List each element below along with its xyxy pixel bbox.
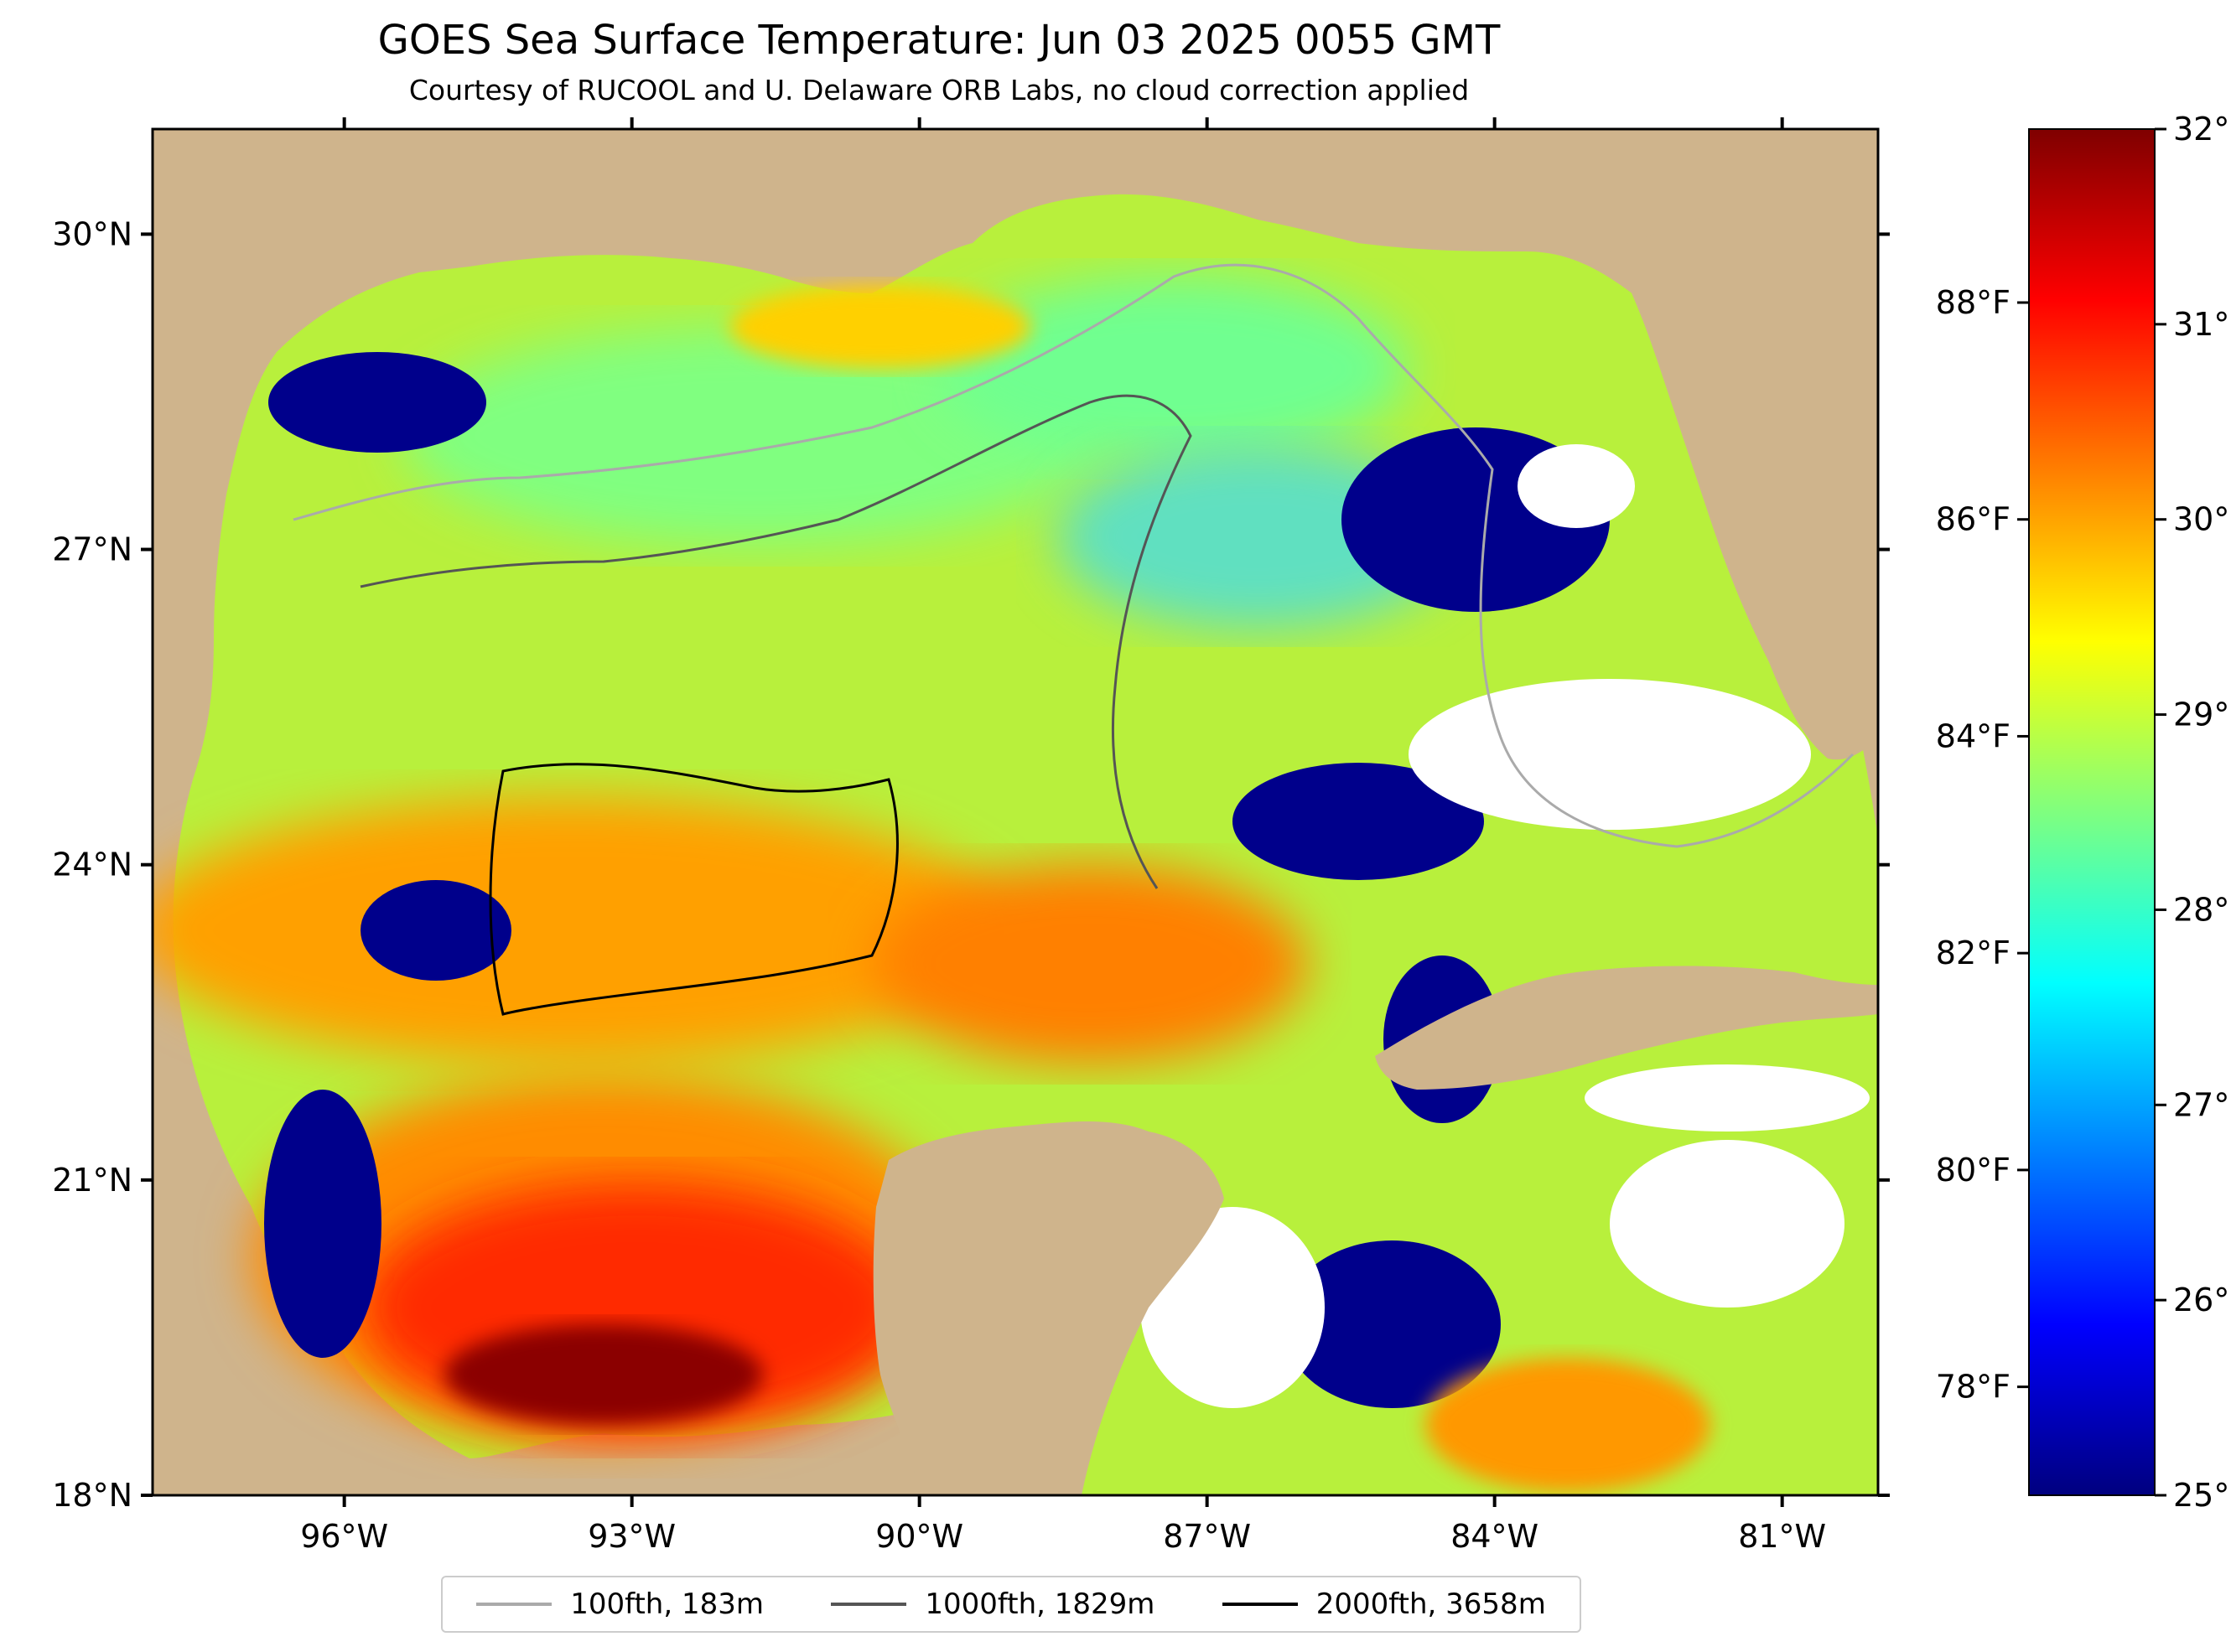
legend-label-1000fth: 1000fth, 1829m (925, 1587, 1155, 1621)
florida-peninsula (1610, 129, 1878, 760)
colorbar-celsius-label: 30°C (2173, 501, 2231, 538)
colorbar-celsius-label: 27°C (2173, 1086, 2231, 1123)
colorbar-fahrenheit-ticks: 88°F 86°F 84°F 82°F 80°F 78°F (1936, 284, 2029, 1406)
legend-item-1000fth: 1000fth, 1829m (831, 1587, 1154, 1621)
legend-item-2000fth: 2000fth, 3658m (1222, 1587, 1546, 1621)
lat-tick-label: 30°N (52, 215, 132, 252)
legend-label-2000fth: 2000fth, 3658m (1315, 1587, 1546, 1621)
lon-tick-label: 96°W (300, 1518, 388, 1555)
latitude-ticks: 30°N 27°N 24°N 21°N 18°N (52, 215, 1890, 1514)
lon-tick-label: 87°W (1163, 1518, 1251, 1555)
sst-map (153, 129, 1878, 1495)
lon-tick-label: 81°W (1738, 1518, 1826, 1555)
colorbar-celsius-label: 31°C (2173, 306, 2231, 343)
lat-tick-label: 27°N (52, 531, 132, 568)
colorbar-celsius-label: 28°C (2173, 891, 2231, 928)
legend-swatch-2000fth (1222, 1603, 1298, 1606)
isobath-100fth (293, 263, 1855, 848)
colorbar-celsius-label: 25°C (2173, 1477, 2231, 1514)
legend-swatch-1000fth (831, 1603, 907, 1606)
lon-tick-label: 93°W (588, 1518, 676, 1555)
map-frame (151, 127, 1880, 1497)
map-subtitle: Courtesy of RUCOOL and U. Delaware ORB L… (408, 74, 1470, 106)
lat-tick-label: 18°N (52, 1477, 132, 1514)
colorbar-fahrenheit-label: 82°F (1936, 935, 2010, 971)
legend-item-100fth: 100fth, 183m (476, 1587, 764, 1621)
colorbar-celsius-label: 26°C (2173, 1282, 2231, 1318)
colorbar-fahrenheit-label: 80°F (1936, 1152, 2010, 1189)
lat-tick-label: 21°N (52, 1162, 132, 1199)
yucatan-peninsula (873, 1121, 1224, 1495)
colorbar-fahrenheit-label: 86°F (1936, 501, 2010, 538)
isobath-2000fth (489, 763, 899, 1016)
colorbar-celsius-label: 32°C (2173, 111, 2231, 148)
colorbar-fahrenheit-label: 84°F (1936, 717, 2010, 754)
lon-tick-label: 84°W (1450, 1518, 1538, 1555)
cuba-island (1375, 966, 1878, 1090)
lat-tick-label: 24°N (52, 847, 132, 883)
colorbar (2028, 128, 2156, 1496)
isobath-1000fth (360, 394, 1192, 889)
colorbar-fahrenheit-label: 88°F (1936, 284, 2010, 321)
legend-label-100fth: 100fth, 183m (570, 1587, 764, 1621)
colorbar-celsius-label: 29°C (2173, 697, 2231, 733)
map-title: GOES Sea Surface Temperature: Jun 03 202… (377, 17, 1501, 64)
legend-swatch-100fth (476, 1603, 553, 1606)
longitude-ticks: 96°W 93°W 90°W 87°W 84°W 81°W (300, 117, 1826, 1555)
isobath-legend: 100fth, 183m 1000fth, 1829m 2000fth, 365… (441, 1576, 1581, 1633)
lon-tick-label: 90°W (875, 1518, 963, 1555)
colorbar-celsius-ticks: 32°C 31°C 30°C 29°C 28°C 27°C 26°C 25°C (2155, 111, 2231, 1514)
colorbar-fahrenheit-label: 78°F (1936, 1369, 2010, 1406)
